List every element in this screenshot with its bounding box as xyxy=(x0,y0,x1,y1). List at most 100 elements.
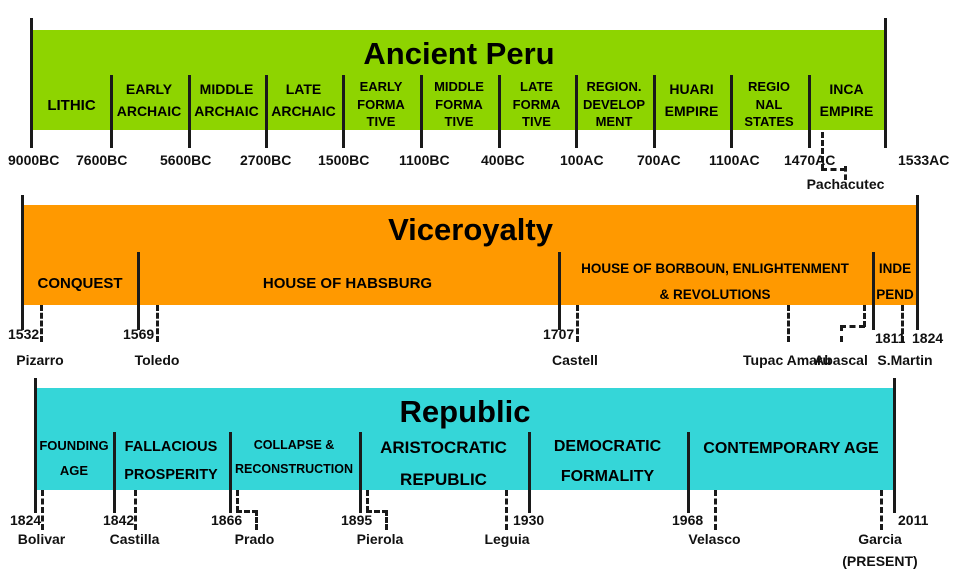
prado-dash-horizontal xyxy=(236,510,258,513)
period-divider xyxy=(808,75,811,148)
year-label: 1100AC xyxy=(709,152,760,168)
period-conquest: CONQUEST xyxy=(23,272,137,295)
pizarro-dash xyxy=(40,305,43,342)
period-middle-formative: MIDDLE FORMA TIVE xyxy=(420,78,498,131)
year-label: 9000BC xyxy=(8,152,60,168)
person-label-pierola: Pierola xyxy=(356,531,404,547)
year-label: 1500BC xyxy=(318,152,370,168)
year-label: 1895 xyxy=(341,512,373,528)
period-line: DEMOCRATIC xyxy=(553,438,662,455)
period-line: CONTEMPORARY AGE xyxy=(703,440,879,457)
period-line: DEVELOP xyxy=(582,96,646,112)
period-early-archaic: EARLY ARCHAIC xyxy=(110,79,188,122)
person-label-leguia: Leguia xyxy=(484,531,530,547)
year-label: 100AC xyxy=(560,152,604,168)
period-line: ARISTOCRATIC xyxy=(380,438,507,457)
year-label: 1968 xyxy=(672,512,704,528)
period-divider xyxy=(558,252,561,330)
period-late-archaic: LATE ARCHAIC xyxy=(265,79,342,122)
period-democratic-formality: DEMOCRATIC FORMALITY xyxy=(528,432,687,493)
period-line: HOUSE OF HABSBURG xyxy=(262,275,433,292)
period-line: EMPIRE xyxy=(664,102,719,119)
boundary-tick-start xyxy=(21,195,24,330)
toledo-dash xyxy=(156,305,159,342)
period-line: EARLY xyxy=(359,79,403,94)
period-line: RECONSTRUCTION xyxy=(234,461,354,476)
tupac-amaru-dash xyxy=(787,305,790,342)
year-label: 2011 xyxy=(898,512,929,528)
year-label: 1824 xyxy=(912,330,944,346)
period-line: INCA xyxy=(829,81,864,97)
pierola-dash xyxy=(366,490,369,512)
period-middle-archaic: MIDDLE ARCHAIC xyxy=(188,79,265,122)
period-line: COLLAPSE & xyxy=(253,438,335,452)
person-label-castilla: Castilla xyxy=(109,531,160,547)
period-divider xyxy=(687,432,690,513)
pachacutec-dash-vertical xyxy=(821,132,824,170)
ancient-peru-title: Ancient Peru xyxy=(363,36,555,71)
period-line: NAL xyxy=(755,96,783,112)
viceroyalty-band xyxy=(23,205,918,305)
period-line: FORMA xyxy=(357,96,405,112)
period-collapse-reconstruction: COLLAPSE & RECONSTRUCTION xyxy=(229,434,359,482)
abascal-dash-horizontal xyxy=(840,325,865,328)
period-line: PROSPERITY xyxy=(124,466,218,483)
period-line: MENT xyxy=(595,114,633,130)
year-label: 1533AC xyxy=(898,152,950,168)
period-line: & REVOLUTIONS xyxy=(659,286,771,302)
person-label-prado: Prado xyxy=(234,531,275,547)
person-label-pizarro: Pizarro xyxy=(16,352,64,368)
republic-title: Republic xyxy=(399,394,531,429)
period-line: TIVE xyxy=(522,114,551,130)
period-independence: INDE PEND xyxy=(872,256,918,307)
period-divider xyxy=(137,252,140,330)
period-huari-empire: HUARI EMPIRE xyxy=(653,79,730,122)
boundary-tick-start xyxy=(30,18,33,148)
present-note: (PRESENT) xyxy=(842,553,918,569)
period-regional-states: REGIO NAL STATES xyxy=(730,78,808,131)
person-label-toledo: Toledo xyxy=(134,352,180,368)
period-line: FORMA xyxy=(435,96,483,112)
year-label: 1100BC xyxy=(399,152,450,168)
viceroyalty-title: Viceroyalty xyxy=(388,212,553,247)
abascal-dash xyxy=(863,305,866,327)
year-label: 5600BC xyxy=(160,152,212,168)
prado-dash xyxy=(236,490,239,512)
garcia-dash xyxy=(880,490,883,530)
leguia-dash xyxy=(505,490,508,530)
year-label: 1470AC xyxy=(784,152,836,168)
period-line: MIDDLE xyxy=(199,81,254,97)
pachacutec-dash-drop xyxy=(844,166,847,180)
period-line: EARLY xyxy=(125,81,173,97)
period-divider xyxy=(653,75,656,148)
period-line: EMPIRE xyxy=(819,102,874,119)
period-divider xyxy=(113,432,116,513)
year-label: 1811 xyxy=(875,330,906,346)
pierola-dash-drop xyxy=(385,510,388,530)
person-label-pachacutec: Pachacutec xyxy=(806,176,885,192)
period-divider xyxy=(872,252,875,330)
year-label: 1707 xyxy=(543,326,575,342)
period-line: FALLACIOUS xyxy=(124,439,218,455)
period-line: HUARI xyxy=(669,81,714,97)
year-label: 2700BC xyxy=(240,152,292,168)
period-divider xyxy=(498,75,501,148)
period-early-formative: EARLY FORMA TIVE xyxy=(342,78,420,131)
period-line: FOUNDING xyxy=(39,438,109,453)
person-label-tupac-amaru: Tupac Amaru xyxy=(743,352,831,368)
period-line: STATES xyxy=(744,114,794,130)
period-divider xyxy=(342,75,345,148)
period-line: CONQUEST xyxy=(37,275,123,292)
republic-band xyxy=(35,388,895,490)
prado-dash-drop xyxy=(255,510,258,530)
period-borboun-enlightenment: HOUSE OF BORBOUN, ENLIGHTENMENT & REVOLU… xyxy=(558,256,872,307)
period-founding-age: FOUNDING AGE xyxy=(35,434,113,483)
boundary-tick-end xyxy=(884,18,887,148)
period-line: TIVE xyxy=(444,114,474,130)
period-fallacious-prosperity: FALLACIOUS PROSPERITY xyxy=(113,434,229,489)
boundary-tick-start xyxy=(34,378,37,513)
castilla-dash xyxy=(134,490,137,530)
period-line: AGE xyxy=(59,462,89,478)
pachacutec-dash-horizontal xyxy=(821,168,846,171)
